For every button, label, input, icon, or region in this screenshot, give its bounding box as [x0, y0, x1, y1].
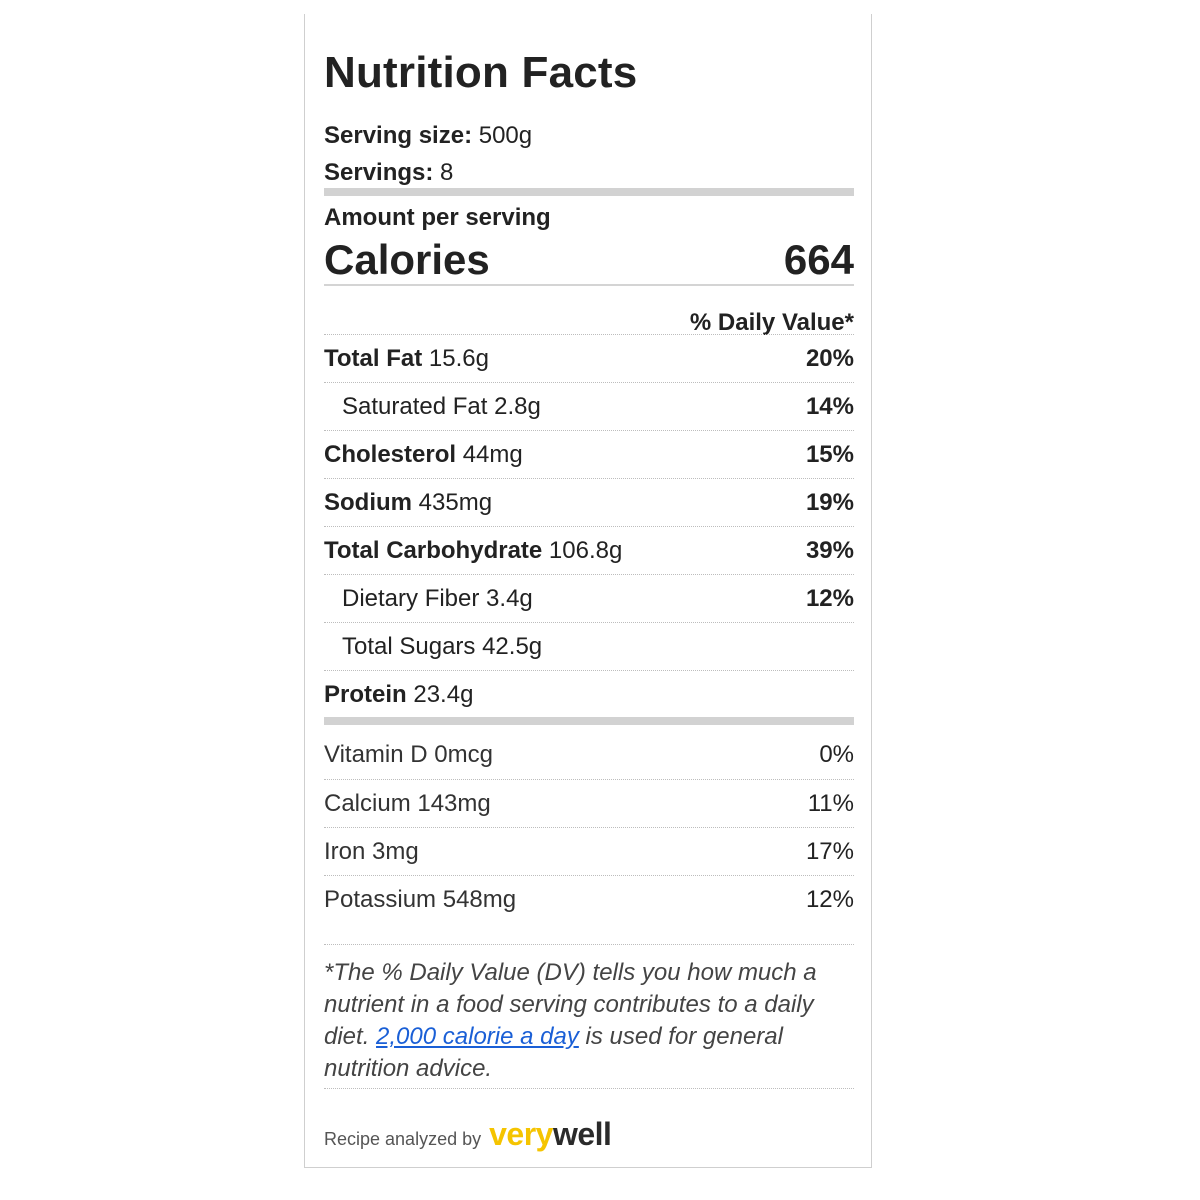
- nutrient-dv: 14%: [805, 392, 854, 420]
- vitamin-amount: 548mg: [442, 885, 517, 913]
- amount-per-serving-label: Amount per serving: [324, 204, 551, 231]
- vitamin-row-calcium: Calcium 143mg 11%: [324, 779, 854, 827]
- nutrient-name: Total Fat: [324, 344, 423, 372]
- label-title: Nutrition Facts: [324, 48, 638, 97]
- calories-label: Calories: [324, 236, 490, 283]
- nutrient-name: Saturated Fat: [342, 392, 488, 420]
- calorie-reference-link[interactable]: 2,000 calorie a day: [376, 1023, 579, 1050]
- serving-size-label: Serving size:: [324, 122, 473, 149]
- vitamin-amount: 143mg: [417, 789, 491, 817]
- footnote-text-before: *The % Daily Value (DV) tells you how mu…: [324, 959, 817, 1050]
- nutrient-row-sodium: Sodium 435mg 19%: [324, 478, 854, 526]
- vitamin-name: Iron: [324, 837, 366, 865]
- nutrient-row-total-carbohydrate: Total Carbohydrate 106.8g 39%: [324, 526, 854, 574]
- vitamin-row-potassium: Potassium 548mg 12%: [324, 875, 854, 923]
- nutrient-name: Dietary Fiber: [342, 584, 480, 612]
- nutrient-amount: 435mg: [418, 488, 493, 516]
- attribution: Recipe analyzed by verywell: [324, 1116, 612, 1153]
- vitamin-dv: 0%: [819, 741, 854, 768]
- nutrient-dv: 15%: [805, 440, 854, 468]
- attribution-divider: [324, 1088, 854, 1089]
- footnote-text-after: is used for general nutrition advice.: [324, 1023, 783, 1082]
- attribution-prefix: Recipe analyzed by: [324, 1129, 482, 1149]
- nutrient-amount: 15.6g: [428, 344, 489, 372]
- vitamin-dv: 11%: [807, 789, 854, 817]
- nutrition-label-panel: Nutrition Facts Serving size: 500g Servi…: [304, 14, 872, 1168]
- nutrient-dv: 20%: [805, 344, 854, 372]
- nutrient-amount: 106.8g: [548, 536, 623, 564]
- verywell-logo[interactable]: verywell: [489, 1116, 612, 1152]
- vitamin-dv: 12%: [805, 885, 854, 913]
- nutrient-name: Total Sugars: [342, 632, 476, 660]
- nutrient-row-protein: Protein 23.4g: [324, 670, 854, 718]
- nutrient-row-total-sugars: Total Sugars 42.5g: [324, 622, 854, 670]
- servings-label: Servings:: [324, 159, 434, 186]
- servings-line: Servings: 8: [324, 159, 453, 187]
- nutrient-name: Total Carbohydrate: [324, 536, 543, 564]
- vitamin-row-vitamin-d: Vitamin D 0mcg 0%: [324, 731, 854, 779]
- nutrient-amount: 44mg: [462, 440, 523, 468]
- nutrient-row-saturated-fat: Saturated Fat 2.8g 14%: [324, 382, 854, 430]
- calories-value: 664: [783, 236, 854, 283]
- vitamin-dv: 17%: [805, 837, 854, 865]
- servings-value: 8: [440, 159, 454, 186]
- nutrient-name: Cholesterol: [324, 440, 457, 468]
- nutrient-amount: 2.8g: [494, 392, 541, 420]
- daily-value-header: % Daily Value*: [689, 309, 854, 336]
- vitamin-name: Calcium: [324, 789, 411, 817]
- serving-size-value: 500g: [478, 122, 533, 149]
- calories-row: Calories 664: [324, 236, 854, 284]
- section-divider-vitamins: [324, 717, 854, 725]
- vitamin-amount: 3mg: [372, 837, 419, 865]
- nutrient-name: Sodium: [324, 488, 412, 516]
- vitamin-amount: 0mcg: [434, 741, 493, 768]
- nutrient-dv: 12%: [805, 584, 854, 612]
- vitamin-name: Vitamin D: [324, 741, 428, 768]
- nutrient-name: Protein: [324, 680, 407, 708]
- nutrient-amount: 42.5g: [482, 632, 543, 660]
- nutrient-amount: 3.4g: [486, 584, 533, 612]
- vitamin-row-iron: Iron 3mg 17%: [324, 827, 854, 875]
- nutrient-amount: 23.4g: [413, 680, 474, 708]
- nutrient-dv: 39%: [805, 536, 854, 564]
- section-divider-top: [324, 188, 854, 196]
- vitamin-name: Potassium: [324, 885, 437, 913]
- calories-divider: [324, 284, 854, 286]
- nutrient-dv: 19%: [805, 488, 854, 516]
- nutrient-row-cholesterol: Cholesterol 44mg 15%: [324, 430, 854, 478]
- nutrient-row-total-fat: Total Fat 15.6g 20%: [324, 334, 854, 382]
- serving-size-line: Serving size: 500g: [324, 122, 532, 150]
- nutrient-row-dietary-fiber: Dietary Fiber 3.4g 12%: [324, 574, 854, 622]
- daily-value-footnote: *The % Daily Value (DV) tells you how mu…: [324, 944, 854, 1085]
